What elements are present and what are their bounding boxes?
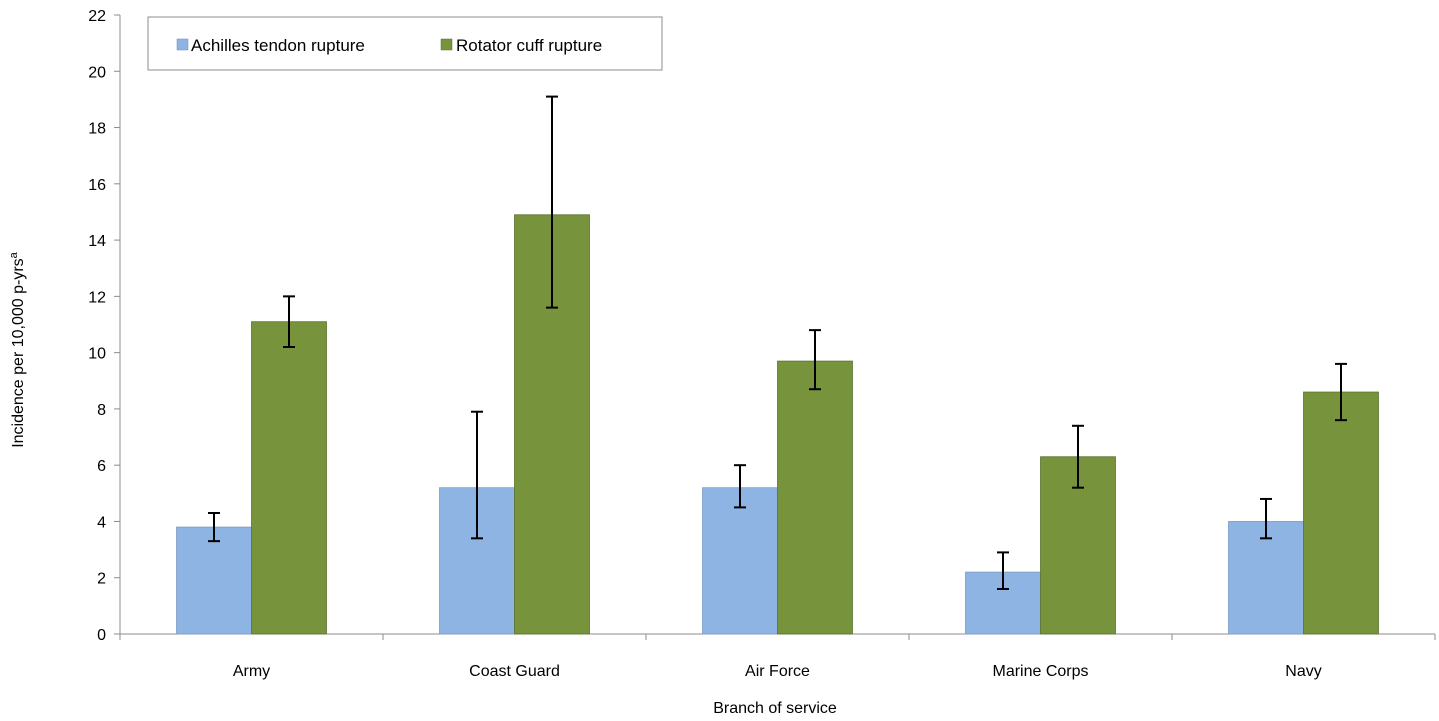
y-tick-label: 0 bbox=[97, 627, 106, 644]
y-axis-title: Incidence per 10,000 p-yrsa bbox=[8, 251, 27, 447]
y-tick-label: 16 bbox=[88, 177, 106, 194]
x-axis-title: Branch of service bbox=[713, 700, 837, 717]
legend-swatch-rotator bbox=[440, 38, 453, 51]
legend-box bbox=[147, 16, 663, 71]
bar-achilles bbox=[1228, 521, 1304, 635]
legend-label-rotator: Rotator cuff rupture bbox=[456, 36, 602, 55]
y-tick-label: 12 bbox=[88, 289, 106, 306]
bar-rotator bbox=[251, 321, 327, 635]
y-tick-label: 18 bbox=[88, 121, 106, 138]
bar-achilles bbox=[702, 487, 778, 635]
x-tick-label: Coast Guard bbox=[469, 663, 560, 680]
bar-rotator bbox=[1303, 391, 1379, 635]
y-tick-label: 2 bbox=[97, 571, 106, 588]
legend-label-achilles: Achilles tendon rupture bbox=[191, 36, 365, 55]
y-tick-label: 6 bbox=[97, 458, 106, 475]
x-tick-label: Navy bbox=[1285, 663, 1321, 680]
bars bbox=[176, 214, 1379, 635]
x-axis: Army Coast Guard Air Force Marine Corps Navy bbox=[119, 633, 1436, 680]
y-tick-label: 14 bbox=[88, 233, 106, 250]
x-tick-label: Marine Corps bbox=[992, 663, 1088, 680]
x-tick-label: Air Force bbox=[745, 663, 810, 680]
y-tick-label: 4 bbox=[97, 514, 106, 531]
y-tick-label: 8 bbox=[97, 402, 106, 419]
bar-achilles bbox=[176, 526, 252, 635]
y-tick-label: 22 bbox=[88, 8, 106, 25]
y-tick-label: 20 bbox=[88, 64, 106, 81]
bar-rotator bbox=[777, 360, 853, 635]
x-tick-label: Army bbox=[233, 663, 270, 680]
legend: Achilles tendon rupture Rotator cuff rup… bbox=[147, 16, 663, 71]
y-axis-title-superscript: a bbox=[8, 251, 20, 258]
error-bars bbox=[208, 95, 1347, 590]
y-axis: 0 2 4 6 8 10 12 14 16 18 20 22 bbox=[88, 8, 121, 644]
legend-swatch-achilles bbox=[176, 38, 189, 51]
y-tick-label: 10 bbox=[88, 346, 106, 363]
